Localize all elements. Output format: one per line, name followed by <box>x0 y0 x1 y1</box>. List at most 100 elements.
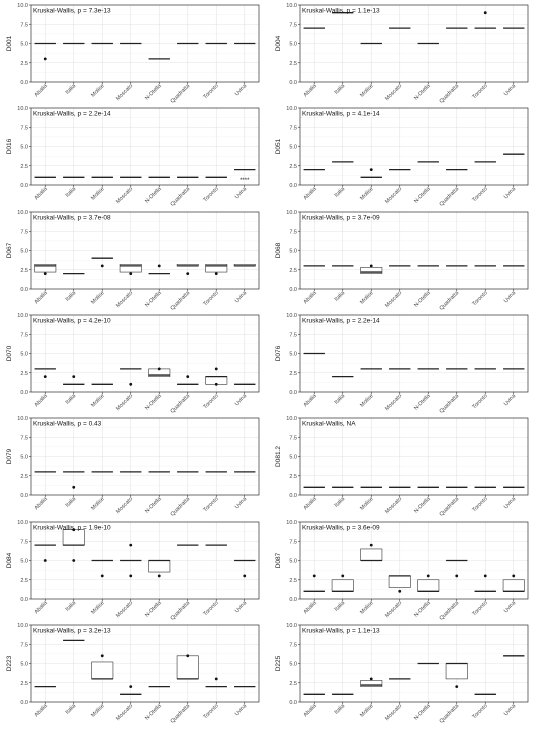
x-tick-label: Abalia <box>34 703 50 719</box>
box-Quadratta <box>176 655 199 680</box>
x-tick-label: Abalia <box>303 186 319 202</box>
y-tick-label: 5.0 <box>289 455 297 461</box>
outlier-point <box>214 272 218 275</box>
x-tick-label: Quadratta <box>170 290 192 312</box>
y-tick-label: 5.0 <box>289 352 297 358</box>
x-tick-label: N-Otella <box>144 186 163 205</box>
y-tick-label: 5.0 <box>20 42 28 48</box>
y-tick-label: 0.0 <box>289 700 297 706</box>
x-tick-label: Abalia <box>34 600 50 616</box>
x-tick-label: Abalia <box>303 703 319 719</box>
x-tick-label: Italia <box>334 393 347 406</box>
y-tick-label: 7.5 <box>20 22 28 28</box>
outlier-point <box>369 264 373 268</box>
x-tick-label: Italia <box>334 600 347 613</box>
kruskal-wallis-annotation: Kruskal-Wallis, p = 3.7e-09 <box>302 215 380 222</box>
kruskal-wallis-annotation: Kruskal-Wallis, p = 2.2e-14 <box>33 111 111 118</box>
y-axis-label: D067 <box>6 242 13 258</box>
y-axis-label: D084 <box>6 552 13 568</box>
x-tick-label: Quadratta <box>170 186 192 208</box>
y-axis-label: D076 <box>275 345 282 361</box>
x-tick-label: Uvina <box>234 600 249 615</box>
x-tick-label: Italia <box>65 600 78 613</box>
y-tick-label: 5.0 <box>289 145 297 151</box>
y-tick-label: 0.0 <box>20 80 28 86</box>
x-tick-label: Toronto <box>471 83 488 100</box>
x-tick-label: Abalia <box>303 83 319 99</box>
y-tick-label: 0.0 <box>289 287 297 293</box>
outlier-point <box>72 528 76 532</box>
outlier-point <box>129 574 133 578</box>
x-tick-label: Toronto <box>202 186 219 203</box>
x-tick-label: Uvina <box>503 496 518 511</box>
x-tick-label: Molise <box>359 703 374 718</box>
y-tick-label: 10.0 <box>17 623 28 629</box>
x-tick-label: Toronto <box>471 290 488 307</box>
x-tick-label: Molise <box>90 600 105 615</box>
y-tick-label: 2.5 <box>289 371 297 377</box>
panel-D079: 0.0 2.5 5.0 7.5 10.0 Abalia Italia Molise Moscat… <box>6 416 260 518</box>
x-tick-label: Uvina <box>234 393 249 408</box>
kruskal-wallis-annotation: Kruskal-Wallis, p = 1.1e-13 <box>302 8 380 15</box>
y-tick-label: 2.5 <box>289 61 297 67</box>
kruskal-wallis-annotation: Kruskal-Wallis, NA <box>302 421 356 428</box>
kruskal-wallis-annotation: Kruskal-Wallis, p = 4.1e-14 <box>302 111 380 118</box>
y-tick-label: 0.0 <box>289 183 297 189</box>
x-tick-label: Toronto <box>471 186 488 203</box>
x-tick-label: Abalia <box>34 186 50 202</box>
outlier-point <box>100 574 104 578</box>
x-tick-label: Moscato <box>115 393 134 412</box>
x-tick-label: Toronto <box>202 496 219 513</box>
y-axis-label: D087 <box>275 552 282 568</box>
y-tick-label: 2.5 <box>289 681 297 687</box>
outlier-point <box>43 57 47 61</box>
x-tick-label: Moscato <box>384 496 403 515</box>
x-tick-label: Uvina <box>234 290 249 305</box>
y-tick-label: 10.0 <box>286 313 297 319</box>
kruskal-wallis-annotation: Kruskal-Wallis, p = 3.2e-13 <box>33 628 111 635</box>
x-tick-label: Molise <box>90 290 105 305</box>
x-tick-label: Molise <box>359 393 374 408</box>
y-tick-label: 5.0 <box>20 145 28 151</box>
y-tick-label: 5.0 <box>20 352 28 358</box>
y-tick-label: 10.0 <box>286 106 297 112</box>
outlier-point <box>43 375 47 378</box>
box-Molise <box>360 548 383 561</box>
y-tick-label: 2.5 <box>20 578 28 584</box>
panel-D225: 0.0 2.5 5.0 7.5 10.0 Abalia Italia Molise Moscat… <box>275 623 529 725</box>
outlier-point <box>214 382 218 386</box>
x-tick-label: N-Otella <box>413 290 432 309</box>
y-tick-label: 0.0 <box>20 493 28 499</box>
x-tick-label: Quadratta <box>170 703 192 725</box>
kruskal-wallis-annotation: Kruskal-Wallis, p = 2.2e-14 <box>302 318 380 325</box>
y-tick-label: 7.5 <box>289 642 297 648</box>
box-Moscato <box>119 264 142 273</box>
x-tick-label: Moscato <box>115 600 134 619</box>
x-tick-label: Italia <box>65 290 78 303</box>
x-tick-label: N-Otella <box>413 186 432 205</box>
y-tick-label: 5.0 <box>289 42 297 48</box>
y-axis-label: D223 <box>6 655 13 671</box>
x-tick-label: Uvina <box>503 186 518 201</box>
y-tick-label: 0.0 <box>289 493 297 499</box>
x-tick-label: Quadratta <box>439 290 461 312</box>
outlier-point <box>369 677 373 681</box>
x-tick-label: N-Otella <box>144 393 163 412</box>
y-tick-label: 2.5 <box>20 61 28 67</box>
x-tick-label: Molise <box>90 703 105 718</box>
y-axis-label: D016 <box>6 138 13 154</box>
y-tick-label: 0.0 <box>289 80 297 86</box>
box-Uvina <box>502 579 525 592</box>
y-tick-label: 0.0 <box>20 700 28 706</box>
outlier-point <box>186 272 190 275</box>
significance-label: **** <box>240 178 250 184</box>
x-tick-label: Toronto <box>202 600 219 617</box>
outlier-point <box>157 264 161 268</box>
x-tick-label: Moscato <box>115 703 134 722</box>
x-tick-label: N-Otella <box>144 290 163 309</box>
x-tick-label: Uvina <box>503 600 518 615</box>
y-tick-label: 5.0 <box>20 559 28 565</box>
outlier-point <box>100 264 104 268</box>
outlier-point <box>483 11 487 15</box>
x-tick-label: Uvina <box>503 83 518 98</box>
